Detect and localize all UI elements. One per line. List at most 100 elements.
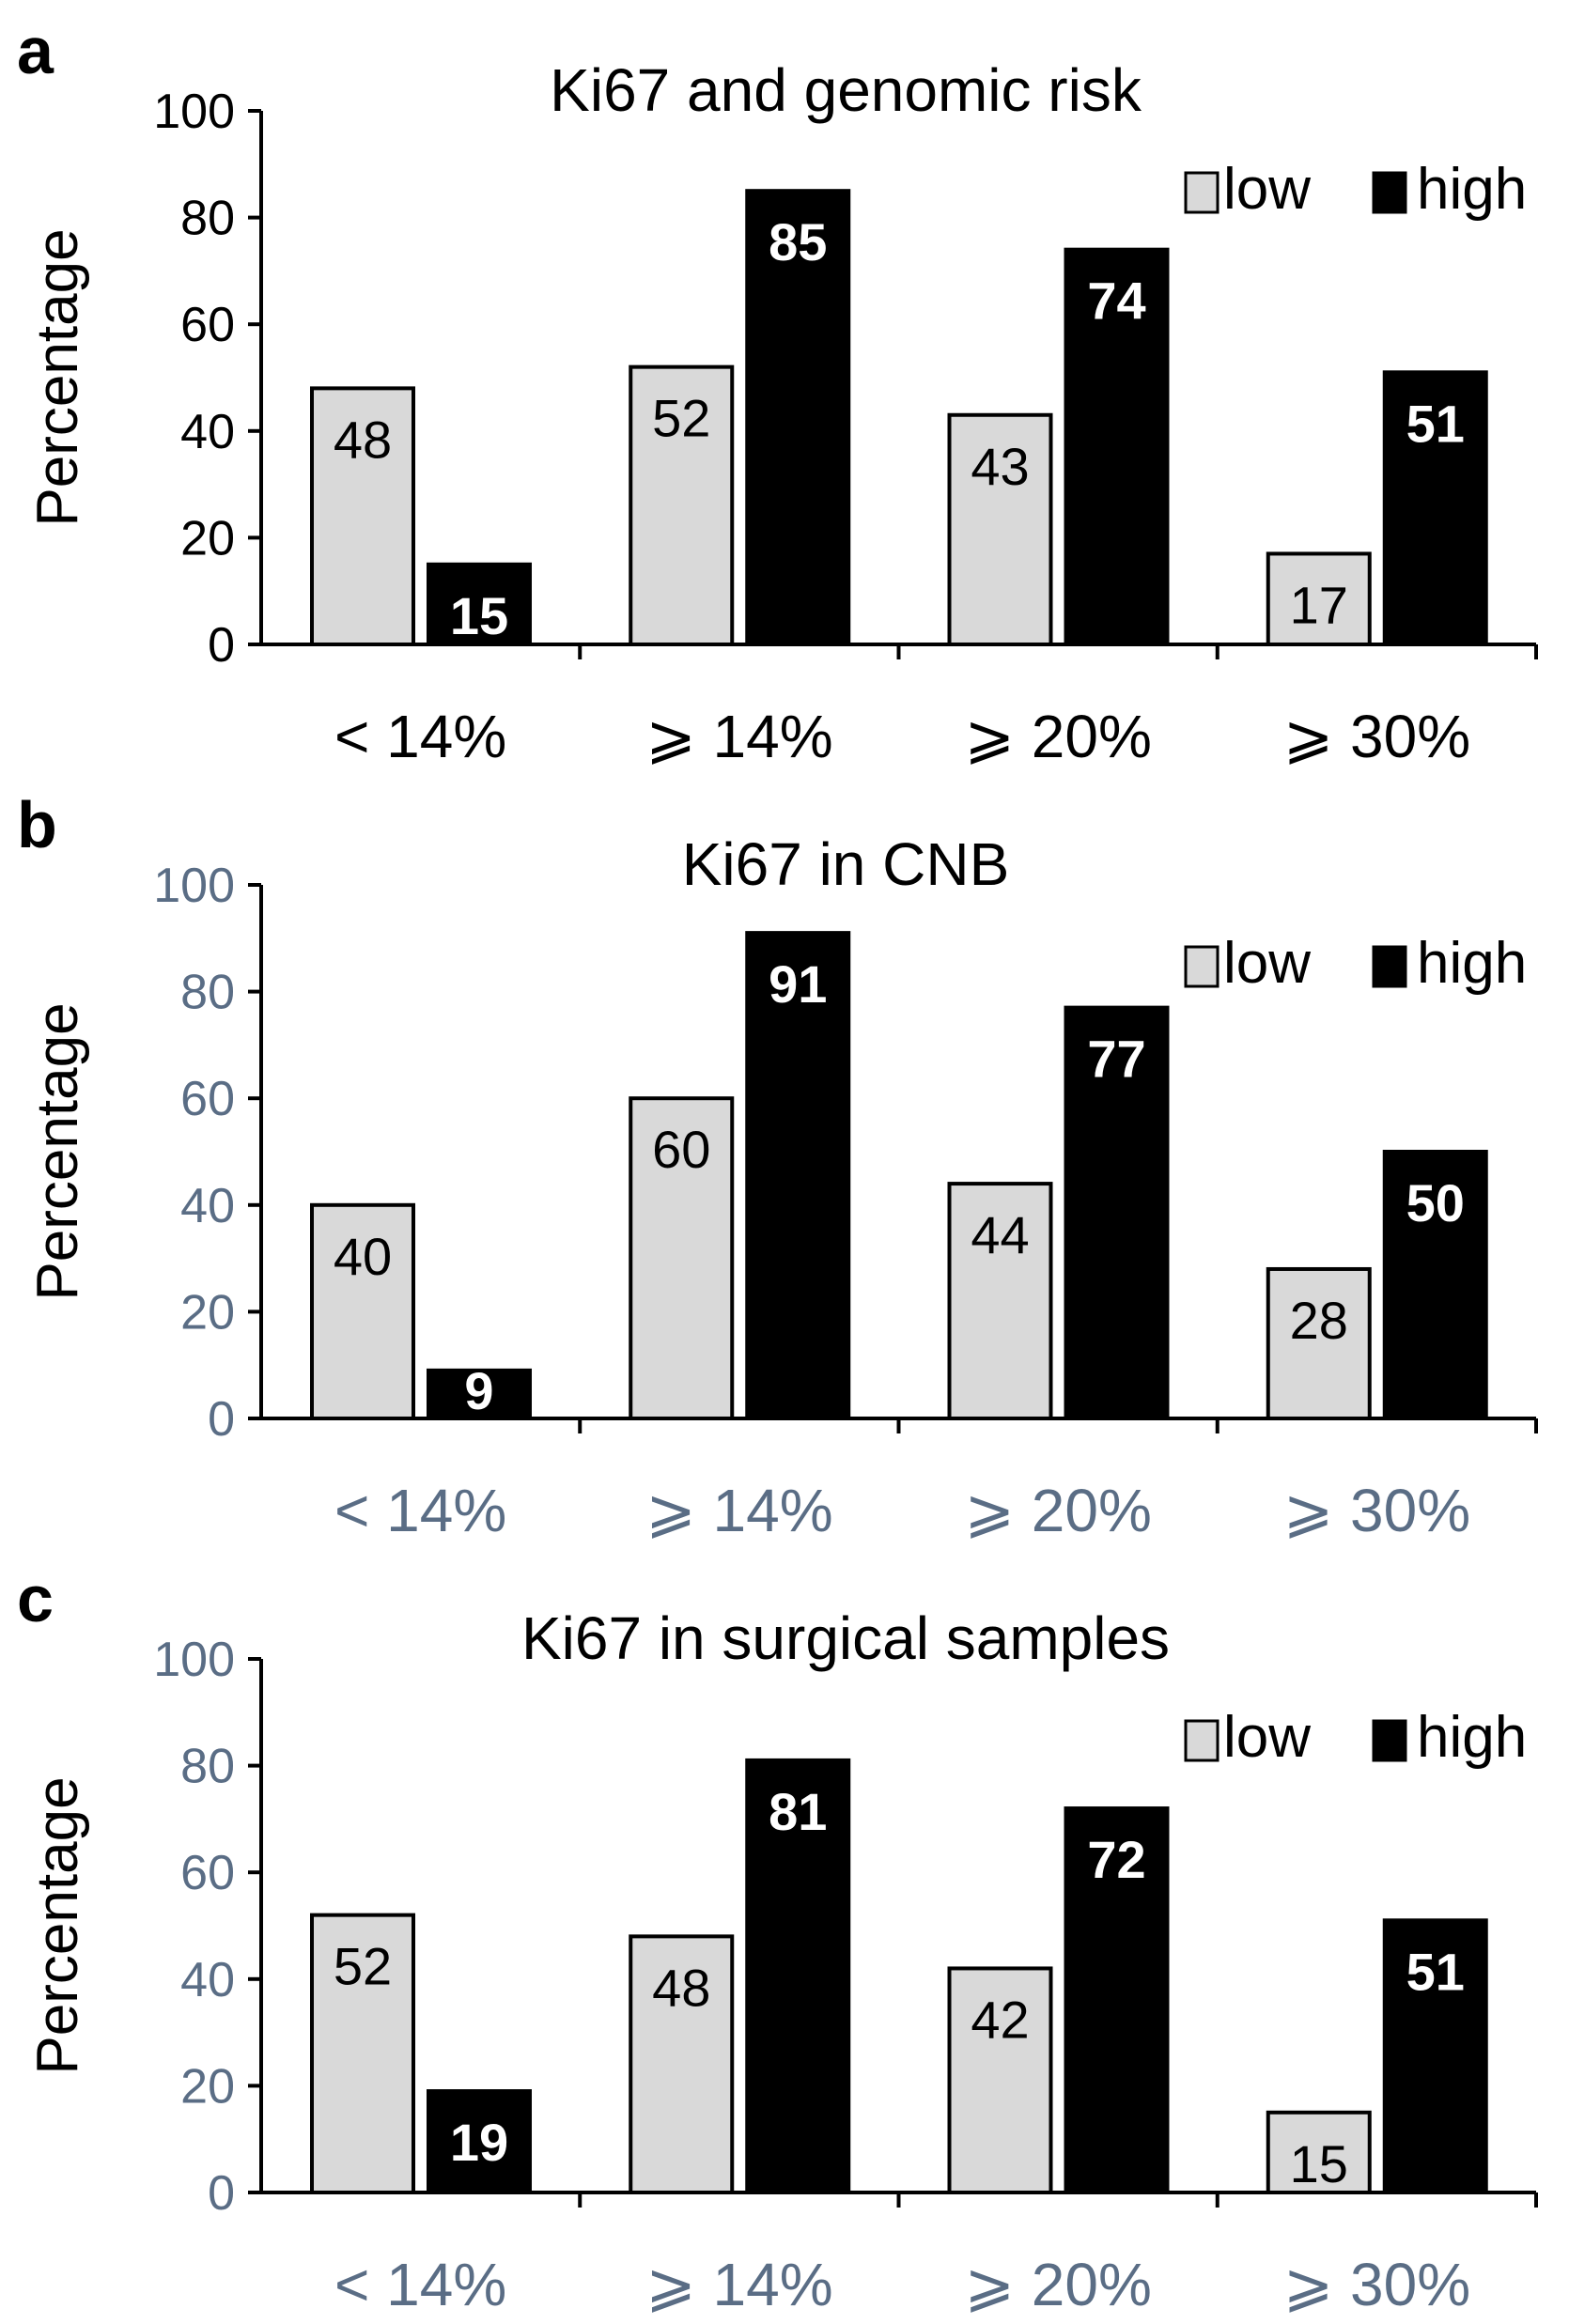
bar-low: [310, 1202, 415, 1420]
bar-high: [1064, 1005, 1170, 1420]
chart-title: Ki67 in surgical samples: [521, 1604, 1170, 1672]
bar-low: [1266, 1266, 1372, 1421]
bar-high: [427, 562, 532, 646]
bar-low: [1266, 551, 1372, 646]
bar-value-low: 52: [652, 389, 710, 448]
bar-high: [1382, 1918, 1488, 2194]
y-axis-label: Percentage: [25, 1002, 90, 1300]
panel-letter: a: [17, 14, 54, 87]
y-tick-label: 60: [180, 1072, 235, 1126]
bar-low: [629, 1096, 735, 1420]
x-tick-label: ⩾ 14%: [645, 2251, 833, 2318]
bar-value-high: 85: [769, 212, 827, 271]
bar-value-low: 44: [971, 1205, 1029, 1264]
bar-low: [310, 1913, 415, 2194]
x-tick-label: < 14%: [334, 1477, 506, 1544]
legend-swatch-low: [1184, 1719, 1219, 1762]
bar-low: [310, 386, 415, 646]
y-tick-label: 40: [180, 1953, 235, 2007]
bar-low: [947, 1182, 1053, 1420]
bar-high: [745, 189, 851, 646]
bar-value-low: 52: [334, 1937, 392, 1996]
bar-low: [629, 1934, 735, 2194]
bar-value-high: 77: [1087, 1030, 1145, 1089]
bar-value-low: 15: [1290, 2134, 1348, 2193]
x-tick-label: ⩾ 14%: [645, 703, 833, 770]
panel-letter: c: [17, 1562, 54, 1635]
x-tick-label: ⩾ 20%: [964, 703, 1152, 770]
legend-label-high: high: [1417, 157, 1527, 222]
bar-low: [947, 412, 1053, 647]
y-axis-label: Percentage: [25, 228, 90, 526]
panel-letter: b: [17, 788, 57, 861]
bar-value-low: 43: [971, 437, 1029, 496]
bar-value-low: 48: [652, 1958, 710, 2017]
legend-label-low: low: [1223, 157, 1311, 222]
y-tick-label: 100: [153, 85, 235, 139]
bar-value-low: 48: [334, 410, 392, 469]
legend-swatch-high: [1372, 1719, 1407, 1762]
bar-value-low: 40: [334, 1227, 392, 1286]
y-tick-label: 60: [180, 298, 235, 352]
bar-value-low: 60: [652, 1120, 710, 1179]
chart-panel-a: a Ki67 and genomic risk Percentage 0 20 40 60 8…: [0, 0, 1569, 774]
legend-label-high: high: [1417, 1705, 1527, 1770]
y-tick-label: 80: [180, 192, 235, 246]
y-tick-label: 20: [180, 511, 235, 566]
x-tick-label: < 14%: [334, 703, 506, 770]
legend-swatch-low: [1184, 171, 1219, 214]
bar-value-low: 42: [971, 1990, 1029, 2049]
bar-high: [745, 931, 851, 1420]
bar-value-high: 19: [450, 2113, 508, 2172]
y-tick-label: 0: [208, 618, 235, 673]
bar-value-high: 91: [769, 954, 827, 1014]
y-axis-label: Percentage: [25, 1776, 90, 2074]
bar-value-high: 51: [1406, 394, 1465, 453]
bar-low: [1266, 2110, 1372, 2194]
legend-label-low: low: [1223, 931, 1311, 996]
bar-high: [1064, 247, 1170, 646]
legend-label-low: low: [1223, 1705, 1311, 1770]
chart-title: Ki67 in CNB: [682, 830, 1010, 898]
bar-high: [427, 1368, 532, 1421]
y-tick-label: 80: [180, 966, 235, 1020]
y-tick-label: 80: [180, 1740, 235, 1794]
y-tick-label: 0: [208, 2166, 235, 2221]
chart-svg: c Ki67 in surgical samples Percentage 0 20 40…: [17, 1562, 1538, 2318]
bar-value-high: 15: [450, 586, 508, 645]
bar-high: [1382, 1150, 1488, 1420]
bar-value-high: 81: [769, 1782, 827, 1841]
chart-title: Ki67 and genomic risk: [550, 56, 1142, 124]
bar-value-high: 9: [464, 1361, 493, 1420]
bar-value-high: 50: [1406, 1173, 1465, 1232]
y-tick-label: 20: [180, 1285, 235, 1340]
bar-value-high: 74: [1087, 271, 1145, 331]
x-tick-label: < 14%: [334, 2251, 506, 2318]
legend-swatch-high: [1372, 945, 1407, 988]
legend-swatch-high: [1372, 171, 1407, 214]
bar-high: [1064, 1806, 1170, 2194]
chart-svg: b Ki67 in CNB Percentage 0 20 40 60 80 100 40 9 < 1…: [17, 788, 1538, 1544]
y-tick-label: 40: [180, 405, 235, 459]
bar-low: [947, 1966, 1053, 2194]
x-tick-label: ⩾ 30%: [1283, 1477, 1471, 1544]
y-tick-label: 60: [180, 1846, 235, 1900]
y-tick-label: 100: [153, 859, 235, 913]
x-tick-label: ⩾ 20%: [964, 2251, 1152, 2318]
x-tick-label: ⩾ 14%: [645, 1477, 833, 1544]
chart-panel-c: c Ki67 in surgical samples Percentage 0 20 40…: [0, 1548, 1569, 2322]
y-tick-label: 20: [180, 2059, 235, 2114]
bar-low: [629, 364, 735, 646]
legend-swatch-low: [1184, 945, 1219, 988]
x-tick-label: ⩾ 20%: [964, 1477, 1152, 1544]
bar-value-high: 72: [1087, 1830, 1145, 1889]
x-tick-label: ⩾ 30%: [1283, 703, 1471, 770]
bar-value-low: 17: [1290, 575, 1348, 634]
chart-panel-b: b Ki67 in CNB Percentage 0 20 40 60 80 100 40 9 < 1…: [0, 774, 1569, 1548]
y-tick-label: 100: [153, 1633, 235, 1687]
legend-label-high: high: [1417, 931, 1527, 996]
chart-svg: a Ki67 and genomic risk Percentage 0 20 40 60 8…: [17, 14, 1538, 770]
bar-high: [427, 2089, 532, 2195]
y-tick-label: 40: [180, 1179, 235, 1233]
bar-value-low: 28: [1290, 1291, 1348, 1350]
